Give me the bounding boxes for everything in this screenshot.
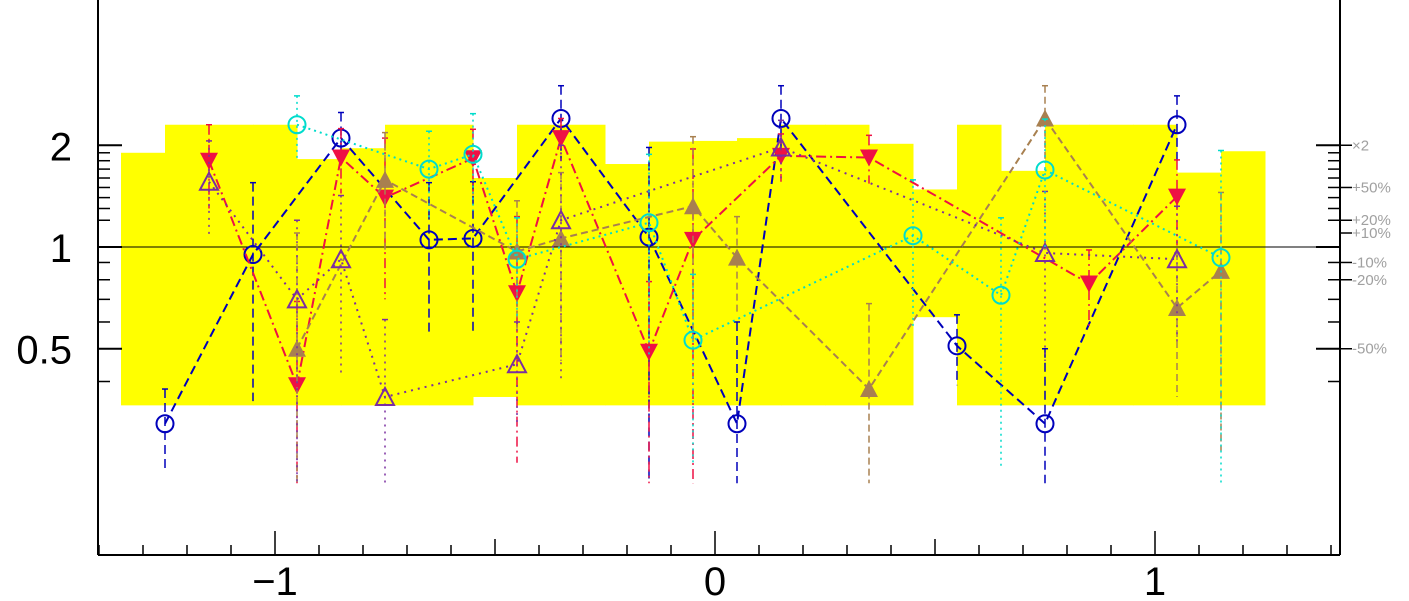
series-0-line [164,116,1178,428]
series-3-point-1 [286,288,308,309]
series-4 [287,95,1231,484]
band-bin-18 [913,189,958,318]
right-ratio-label-6: -50% [1352,341,1387,358]
band-bin-10 [561,124,606,406]
band-bin-2 [209,124,254,406]
series-1-point-0 [200,152,218,170]
right-ratio-label-3: +10% [1352,225,1391,242]
band-bin-1 [165,124,210,406]
series-1-point-12 [1168,188,1186,206]
band-bin-17 [869,143,914,406]
series-3-point-7 [1034,241,1056,262]
series-2-point-9 [1212,261,1230,279]
series-3-point-5 [550,209,572,230]
series-2-point-4 [684,197,702,215]
axes: 0.5 1 2 −1 0 1 ×2 +50% +20%+10% -10%-20% -50% [16,0,1391,601]
uncertainty-band [121,124,1266,406]
series-3-point-2 [330,248,352,269]
right-ratio-label-5: -20% [1352,272,1387,289]
band-bin-20 [1001,170,1046,406]
band-bin-21 [1045,124,1090,406]
series-0-point-0 [155,414,175,434]
series-4-point-0 [287,115,307,135]
series-1-point-2 [332,149,350,167]
band-bin-19 [957,124,1002,406]
series-3-point-8 [1166,248,1188,269]
series-0-point-9 [947,336,967,356]
right-ratio-label-4: -10% [1352,254,1387,271]
band-bin-15 [781,124,826,406]
series-0-point-11 [1167,115,1187,135]
series-2-point-1 [376,170,394,188]
x-tick-label-1: 0 [704,560,726,601]
band-bin-12 [649,141,694,406]
series-0-point-8 [771,108,791,128]
series-0-point-3 [419,230,439,250]
series-0-point-7 [727,414,747,434]
band-bin-7 [429,124,474,406]
series-4-point-6 [903,226,923,246]
band-bin-6 [385,124,430,406]
series-2-point-7 [1036,109,1054,127]
band-bin-0 [121,152,166,406]
y-tick-label-1: 1 [50,227,72,271]
y-tick-label-2: 2 [50,125,72,169]
series-0-point-1 [243,245,263,265]
band-bin-3 [253,124,298,406]
series-2-point-8 [1168,298,1186,316]
series-1-point-3 [376,189,394,207]
series-4-point-5 [683,330,703,350]
series-3-point-4 [506,353,528,374]
band-bin-23 [1133,124,1178,406]
series-1-point-1 [288,377,306,395]
series-0-point-10 [1035,414,1055,434]
data-series-group [155,84,1231,484]
right-ratio-label-0: ×2 [1352,137,1369,154]
series-3-point-0 [198,170,220,191]
series-3-point-6 [770,136,792,157]
band-bin-14 [737,138,782,406]
series-1-point-10 [860,149,878,167]
series-2-point-0 [288,339,306,357]
series-4-point-9 [1211,248,1231,268]
series-4-line [296,123,1222,342]
series-2-point-5 [728,248,746,266]
band-bin-4 [297,159,342,406]
series-2-point-6 [860,380,878,398]
series-4-point-2 [463,144,483,164]
series-1-point-7 [640,343,658,361]
series-2-line [296,116,1222,391]
series-3 [198,119,1188,484]
series-4-point-1 [419,159,439,179]
x-tick-label-2: 1 [1144,560,1166,601]
series-1-point-6 [552,130,570,148]
series-1-point-4 [464,150,482,168]
band-bin-13 [693,140,738,406]
band-bin-16 [825,124,870,406]
x-tick-label-0: −1 [252,560,298,601]
band-bin-11 [605,164,650,406]
series-4-point-8 [1035,160,1055,180]
series-1-point-11 [1080,275,1098,293]
right-ratio-label-2: +20% [1352,212,1391,229]
band-bin-22 [1089,124,1134,406]
right-ratio-label-1: +50% [1352,179,1391,196]
series-4-point-7 [991,285,1011,305]
y-tick-label-0: 0.5 [16,329,72,373]
series-3-point-3 [374,385,396,406]
series-4-point-4 [639,213,659,233]
series-0-point-4 [463,228,483,248]
series-4-point-3 [507,249,527,269]
